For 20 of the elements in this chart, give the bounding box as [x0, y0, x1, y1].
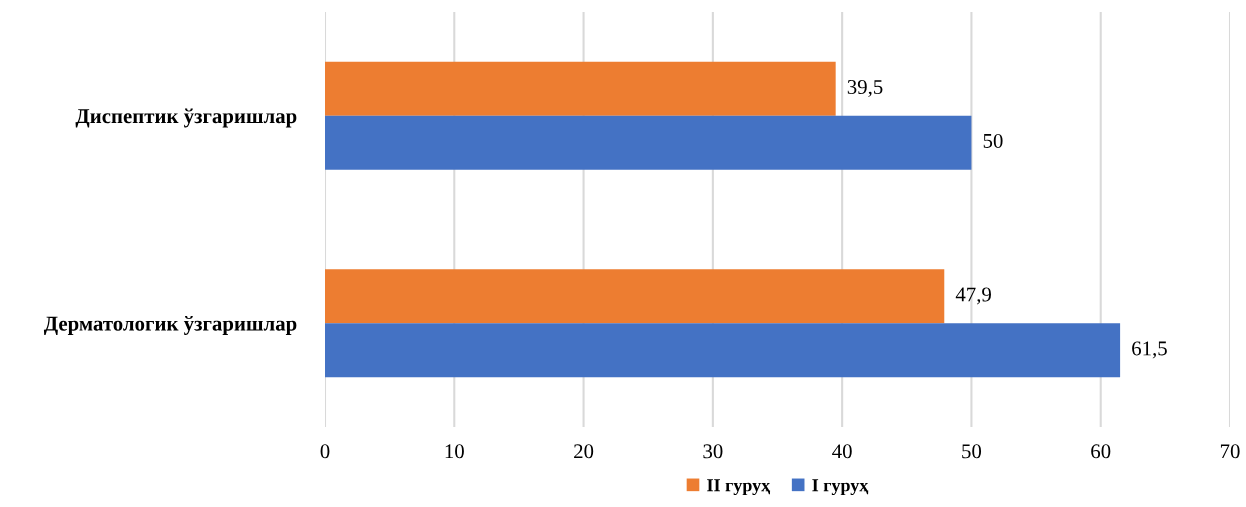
x-tick-label: 40 — [832, 444, 852, 459]
legend-label: II гуруҳ — [707, 479, 771, 496]
x-tick-label: 70 — [1220, 444, 1240, 459]
legend-label: I гуруҳ — [812, 479, 869, 496]
y-tick-label: Дерматологик ўзгаришлар — [43, 316, 297, 335]
bar — [325, 269, 945, 324]
x-tick-label: 50 — [962, 444, 982, 459]
y-tick-label: Диспептик ўзгаришлар — [75, 108, 297, 128]
bar — [325, 115, 972, 170]
x-tick-label: 0 — [320, 444, 330, 459]
bar — [325, 323, 1121, 378]
bar — [325, 61, 836, 116]
x-tick-label: 30 — [703, 444, 723, 459]
x-tick-label: 60 — [1091, 444, 1111, 459]
data-label: 61,5 — [1132, 341, 1167, 359]
x-tick-label: 20 — [574, 444, 594, 459]
data-label: 39,5 — [847, 79, 883, 97]
data-label: 47,9 — [955, 287, 991, 305]
data-label: 50 — [983, 133, 1003, 148]
x-tick-label: 10 — [445, 444, 464, 459]
